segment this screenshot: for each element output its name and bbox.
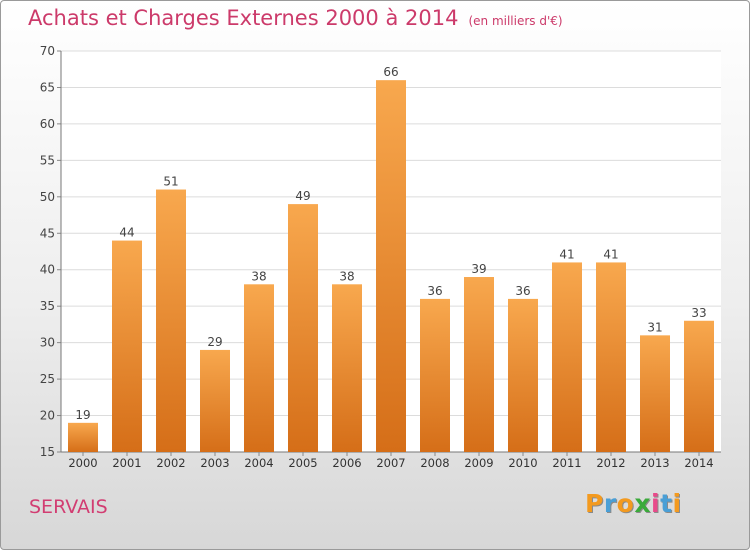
bar-value-label: 36 [427, 284, 442, 298]
bar [112, 240, 142, 452]
bar-value-label: 29 [207, 335, 222, 349]
y-tick-label: 60 [40, 117, 55, 131]
x-tick-label: 2006 [332, 456, 361, 470]
x-tick-label: 2001 [112, 456, 141, 470]
bar-value-label: 49 [295, 189, 310, 203]
y-tick-label: 70 [40, 44, 55, 58]
y-tick-label: 55 [40, 153, 55, 167]
x-tick-label: 2002 [156, 456, 185, 470]
bar [244, 284, 274, 452]
chart-title-block: Achats et Charges Externes 2000 à 2014 (e… [28, 6, 563, 30]
x-tick-label: 2003 [200, 456, 229, 470]
bar-value-label: 41 [559, 247, 574, 261]
bar [552, 262, 582, 452]
proxiti-logo: Proxiti [585, 489, 682, 518]
x-tick-label: 2000 [68, 456, 97, 470]
y-tick-label: 20 [40, 409, 55, 423]
bar [420, 298, 450, 452]
bar-value-label: 36 [515, 284, 530, 298]
x-tick-label: 2014 [684, 456, 713, 470]
bar [68, 422, 98, 452]
bar [288, 204, 318, 452]
logo-letter: x [634, 489, 651, 518]
bar-value-label: 39 [471, 262, 486, 276]
x-tick-label: 2011 [552, 456, 581, 470]
chart-subtitle: (en milliers d'€) [468, 14, 563, 28]
y-tick-label: 50 [40, 190, 55, 204]
x-tick-label: 2005 [288, 456, 317, 470]
y-tick-label: 45 [40, 226, 55, 240]
bar [156, 189, 186, 452]
bar-value-label: 38 [251, 269, 266, 283]
x-tick-label: 2012 [596, 456, 625, 470]
y-tick-label: 25 [40, 372, 55, 386]
bar [464, 277, 494, 452]
bar-value-label: 44 [119, 226, 134, 240]
x-tick-label: 2007 [376, 456, 405, 470]
logo-letter: o [616, 489, 635, 518]
commune-label: SERVAIS [29, 496, 108, 518]
bar-value-label: 33 [691, 306, 706, 320]
y-tick-label: 40 [40, 263, 55, 277]
bar-value-label: 41 [603, 247, 618, 261]
y-tick-label: 30 [40, 336, 55, 350]
logo-letter: t [660, 489, 673, 518]
bar [376, 80, 406, 452]
bar-value-label: 31 [647, 320, 662, 334]
bar [508, 298, 538, 452]
x-tick-label: 2004 [244, 456, 273, 470]
y-tick-label: 35 [40, 299, 55, 313]
bar-value-label: 38 [339, 269, 354, 283]
x-tick-label: 2009 [464, 456, 493, 470]
bar [200, 349, 230, 452]
logo-letter: i [672, 489, 682, 518]
x-tick-label: 2010 [508, 456, 537, 470]
bar-value-label: 66 [383, 65, 398, 79]
logo-letter: r [603, 489, 617, 518]
y-tick-label: 15 [40, 445, 55, 459]
logo-letter: i [651, 489, 661, 518]
bar [640, 335, 670, 452]
y-tick-label: 65 [40, 80, 55, 94]
bar [332, 284, 362, 452]
x-tick-label: 2008 [420, 456, 449, 470]
bar-value-label: 19 [75, 408, 90, 422]
x-tick-label: 2013 [640, 456, 669, 470]
bar [596, 262, 626, 452]
bar [684, 320, 714, 452]
chart-title: Achats et Charges Externes 2000 à 2014 [28, 6, 459, 30]
logo-letter: P [585, 489, 604, 518]
bar-value-label: 51 [163, 175, 178, 189]
